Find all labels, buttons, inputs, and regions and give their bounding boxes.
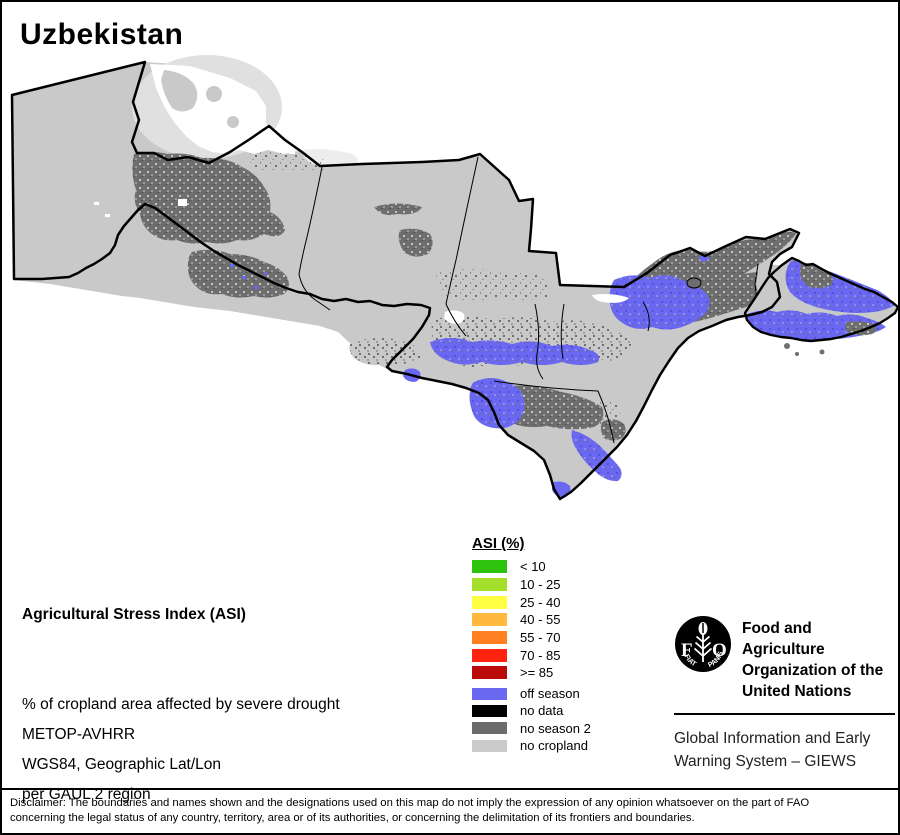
legend-swatch bbox=[472, 613, 507, 627]
islet bbox=[795, 352, 799, 356]
svg-text:O: O bbox=[712, 640, 727, 661]
legend-label: no cropland bbox=[520, 738, 588, 754]
giews-label: Global Information and Early Warning Sys… bbox=[674, 727, 895, 773]
blue-speck bbox=[254, 286, 258, 289]
giews-line: Warning System – GIEWS bbox=[674, 753, 857, 770]
giews-line: Global Information and Early bbox=[674, 730, 871, 747]
islet bbox=[819, 349, 825, 355]
aral-island bbox=[227, 116, 239, 128]
info-line: per GAUL 2 region bbox=[22, 786, 151, 803]
legend-label: 10 - 25 bbox=[520, 577, 561, 593]
legend-row: < 10 bbox=[472, 558, 560, 576]
legend-swatch bbox=[472, 578, 507, 592]
legend-swatch bbox=[472, 739, 507, 752]
legend-label: 40 - 55 bbox=[520, 612, 561, 628]
legend-swatch bbox=[472, 648, 507, 662]
blue-speck bbox=[230, 264, 234, 267]
projection-label: WGS84, Geographic Lat/Lon bbox=[22, 756, 222, 773]
legend-swatch bbox=[472, 666, 507, 680]
legend-swatch bbox=[472, 704, 507, 717]
disclaimer-line: Disclaimer: The boundaries and names sho… bbox=[10, 797, 810, 809]
disclaimer-line: concerning the legal status of any count… bbox=[10, 812, 695, 824]
legend-row: >= 85 bbox=[472, 664, 560, 682]
asi-legend-title: ASI (%) bbox=[472, 535, 525, 552]
legend-label: >= 85 bbox=[520, 665, 554, 681]
aral-island bbox=[161, 70, 198, 112]
season-legend-rows: off season no data no season 2 no cropland bbox=[472, 685, 591, 754]
legend-swatch bbox=[472, 687, 507, 700]
white-speck bbox=[289, 150, 295, 154]
islet bbox=[784, 343, 790, 349]
fao-separator bbox=[674, 713, 895, 715]
dark-region bbox=[374, 203, 422, 216]
legend-label: 55 - 70 bbox=[520, 630, 561, 646]
blue-region-tashkent bbox=[609, 275, 710, 330]
legend-row: 70 - 85 bbox=[472, 646, 560, 664]
sensor-label: METOP-AVHRR bbox=[22, 726, 136, 743]
legend-row: 55 - 70 bbox=[472, 629, 560, 647]
blue-region-karshi bbox=[469, 378, 525, 429]
white-patch bbox=[592, 294, 629, 303]
blue-speck bbox=[242, 276, 246, 279]
asi-legend-rows: < 10 10 - 25 25 - 40 40 - 55 55 - 70 70 - 85 >… bbox=[472, 558, 560, 682]
info-line: % of cropland area affected by severe dr… bbox=[22, 696, 340, 713]
country-border bbox=[10, 60, 801, 501]
dark-region-south-oasis bbox=[187, 249, 289, 298]
source-block: METOP-AVHRR WGS84, Geographic Lat/Lon bbox=[22, 720, 221, 780]
fao-name: Food and Agriculture Organization of the… bbox=[742, 615, 895, 702]
fergana-border bbox=[743, 256, 898, 343]
fao-name-line: Food and Agriculture bbox=[742, 620, 825, 658]
legend-label: 70 - 85 bbox=[520, 647, 561, 663]
legend-row: 25 - 40 bbox=[472, 593, 560, 611]
legend-swatch bbox=[472, 560, 507, 574]
fao-logo-icon: F O FIAT PANIS bbox=[675, 616, 731, 672]
fao-block: F O FIAT PANIS Food and Agriculture Orga… bbox=[674, 615, 895, 773]
info-block: Agricultural Stress Index (ASI) % of cro… bbox=[22, 540, 340, 833]
blue-speck bbox=[264, 272, 267, 275]
dark-region-spike bbox=[600, 419, 626, 441]
legend-swatch bbox=[472, 595, 507, 609]
legend-label: < 10 bbox=[520, 559, 546, 575]
legend-swatch bbox=[472, 722, 507, 735]
enclave-boundary bbox=[686, 277, 702, 289]
white-speck bbox=[105, 214, 110, 217]
legend-label: 25 - 40 bbox=[520, 594, 561, 610]
season-legend: off season no data no season 2 no cropland bbox=[472, 685, 591, 754]
white-speck bbox=[178, 199, 187, 206]
legend-row: no cropland bbox=[472, 737, 591, 754]
legend-row: no season 2 bbox=[472, 720, 591, 737]
dark-belt-west bbox=[349, 338, 421, 366]
fao-name-line: Organization of the bbox=[742, 662, 884, 679]
legend-label: no season 2 bbox=[520, 720, 591, 736]
svg-text:F: F bbox=[681, 640, 693, 661]
legend-row: 10 - 25 bbox=[472, 576, 560, 594]
legend-swatch bbox=[472, 631, 507, 645]
page-title: Uzbekistan bbox=[20, 18, 184, 51]
legend-row: no data bbox=[472, 702, 591, 719]
white-patch bbox=[444, 310, 465, 324]
legend-row: off season bbox=[472, 685, 591, 702]
asi-legend: ASI (%) < 10 10 - 25 25 - 40 40 - 55 55 - 70… bbox=[472, 535, 560, 682]
dark-region-kashkadarya bbox=[500, 385, 604, 430]
blue-region-surkhandarya bbox=[571, 430, 622, 482]
fergana-dark bbox=[845, 321, 877, 336]
legend-label: no data bbox=[520, 703, 564, 719]
fao-name-line: United Nations bbox=[742, 683, 852, 700]
speckle-area bbox=[436, 268, 551, 301]
white-speck bbox=[94, 202, 99, 205]
aral-island bbox=[206, 86, 222, 102]
blue-region-zarafshan bbox=[430, 338, 599, 365]
legend-row: 40 - 55 bbox=[472, 611, 560, 629]
asi-heading: Agricultural Stress Index (ASI) bbox=[22, 606, 246, 623]
fergana-dark bbox=[799, 262, 833, 288]
dark-region bbox=[398, 228, 433, 257]
legend-label: off season bbox=[520, 686, 580, 702]
disclaimer: Disclaimer: The boundaries and names sho… bbox=[2, 788, 898, 833]
